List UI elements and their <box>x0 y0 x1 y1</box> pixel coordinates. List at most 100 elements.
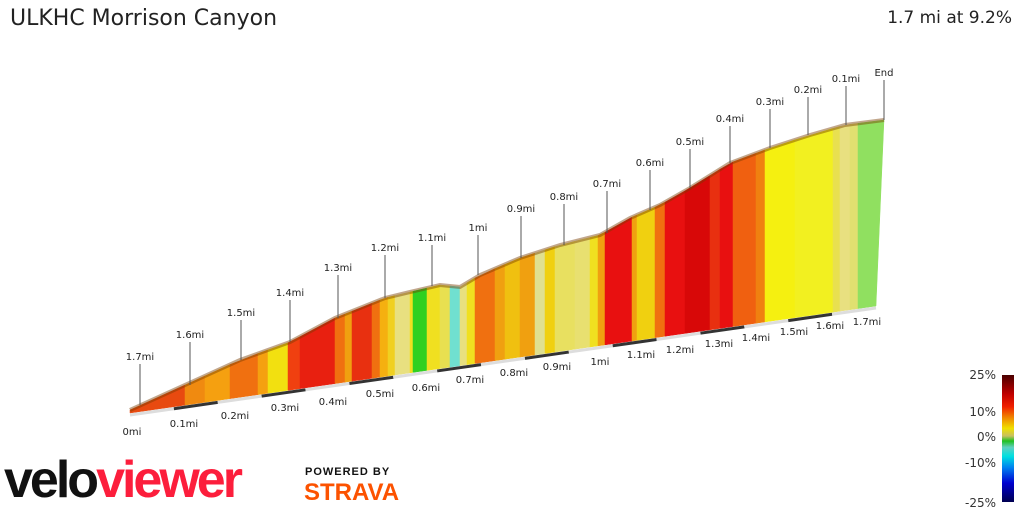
gradient-segment <box>664 190 686 337</box>
top-distance-label: 0.6mi <box>636 158 664 169</box>
logo-viewer: viewer <box>96 451 243 509</box>
bottom-distance-label: 1.7mi <box>853 317 881 328</box>
distance-base-segment <box>261 388 306 398</box>
gradient-segment <box>494 263 506 361</box>
top-distance-label: 1mi <box>469 223 488 234</box>
profile-top-edge <box>129 118 885 412</box>
bottom-distance-label: 0.5mi <box>366 389 394 400</box>
gradient-segment <box>387 295 396 377</box>
top-distance-label: 1.1mi <box>418 233 446 244</box>
gradient-segment <box>334 313 346 384</box>
top-distance-label: 0.7mi <box>593 179 621 190</box>
gradient-segment <box>519 252 536 358</box>
legend-label: 0% <box>976 430 996 444</box>
top-distance-label: 1.6mi <box>176 330 204 341</box>
gradient-segment <box>412 287 428 373</box>
gradient-segment <box>574 237 591 350</box>
gradient-segment <box>544 246 556 354</box>
bottom-distance-label: 1.1mi <box>627 350 655 361</box>
gradient-segment <box>839 124 851 312</box>
distance-base-segment <box>129 407 175 417</box>
gradient-segment <box>684 175 711 334</box>
legend-label: -10% <box>964 456 996 470</box>
segment-summary: 1.7 mi at 9.2% <box>887 8 1012 28</box>
gradient-segment <box>449 285 461 368</box>
top-distance-label: 0.4mi <box>716 114 744 125</box>
gradient-segment <box>371 299 381 379</box>
distance-base-segment <box>700 325 745 335</box>
bottom-distance-label: 0.2mi <box>221 411 249 422</box>
distance-base-segment <box>393 369 438 379</box>
top-distance-label: 1.7mi <box>126 352 154 363</box>
gradient-segment <box>832 126 841 313</box>
distance-base-segment <box>568 344 613 354</box>
bottom-distance-label: 0.1mi <box>170 419 198 430</box>
bottom-distance-label: 1.6mi <box>816 321 844 332</box>
gradient-legend: 25% 10% 0% -10% -25% <box>960 368 1024 512</box>
bottom-distance-label: 0.8mi <box>500 368 528 379</box>
gradient-segment <box>504 257 521 360</box>
gradient-segment <box>654 201 666 338</box>
bottom-distance-label: 1.2mi <box>666 345 694 356</box>
bottom-distance-label: 1.3mi <box>705 339 733 350</box>
gradient-segment <box>409 290 414 374</box>
distance-base-segment <box>217 394 262 404</box>
bottom-distance-label: 0mi <box>123 427 142 438</box>
distance-base-segment <box>436 363 482 373</box>
gradient-segment <box>755 149 766 324</box>
bottom-distance-label: 0.4mi <box>319 397 347 408</box>
distance-base-segment <box>524 350 570 360</box>
logo-velo: velo <box>4 451 99 509</box>
top-distance-label: 1.4mi <box>276 288 304 299</box>
distance-base-segment <box>173 400 218 411</box>
gradient-segment <box>589 235 599 348</box>
gradient-segment <box>709 168 721 331</box>
gradient-segment <box>379 296 389 378</box>
gradient-segment <box>764 139 796 323</box>
bottom-distance-label: 1.4mi <box>742 333 770 344</box>
gradient-segment <box>351 302 373 382</box>
gradient-segment <box>474 268 496 364</box>
bottom-distance-label: 1mi <box>591 357 610 368</box>
bottom-distance-label: 0.7mi <box>456 375 484 386</box>
distance-base-segment <box>349 375 394 386</box>
distance-base-segment <box>788 312 833 323</box>
legend-label: -25% <box>964 496 996 510</box>
legend-label: 10% <box>969 405 996 419</box>
gradient-color-bar <box>1002 375 1014 502</box>
top-distance-label: 0.5mi <box>676 137 704 148</box>
distance-base-segment <box>480 356 526 367</box>
gradient-segment <box>534 249 546 356</box>
segment-title: ULKHC Morrison Canyon <box>10 6 278 31</box>
top-distance-label: 0.1mi <box>832 74 860 85</box>
gradient-segment <box>604 216 633 346</box>
distance-base-segment <box>305 382 350 392</box>
distance-base-segment <box>744 319 789 329</box>
gradient-segment <box>631 214 638 342</box>
top-distance-label: 0.8mi <box>550 192 578 203</box>
top-distance-label: 0.3mi <box>756 97 784 108</box>
strava-logo: STRAVA <box>304 479 400 506</box>
powered-by-text: POWERED BY <box>305 466 391 478</box>
top-distance-label: 1.3mi <box>324 263 352 274</box>
gradient-segment <box>794 128 834 318</box>
gradient-segment <box>459 282 468 366</box>
top-distance-label: End <box>874 68 893 79</box>
distance-base-segment <box>612 337 657 348</box>
gradient-segment <box>287 336 301 391</box>
veloviewer-logo: veloviewer <box>4 451 243 509</box>
top-distance-label: 0.2mi <box>794 85 822 96</box>
gradient-segment <box>849 123 859 311</box>
gradient-segment <box>439 284 451 369</box>
legend-label: 25% <box>969 368 996 382</box>
gradient-segment <box>554 240 576 353</box>
distance-base-segment <box>831 306 877 316</box>
gradient-segment <box>257 349 269 395</box>
gradient-segment <box>344 310 353 383</box>
top-distance-label: 1.5mi <box>227 308 255 319</box>
top-distance-label: 1.2mi <box>371 243 399 254</box>
bottom-distance-label: 0.9mi <box>543 362 571 373</box>
gradient-segment <box>426 284 441 371</box>
gradient-segment <box>394 291 411 376</box>
